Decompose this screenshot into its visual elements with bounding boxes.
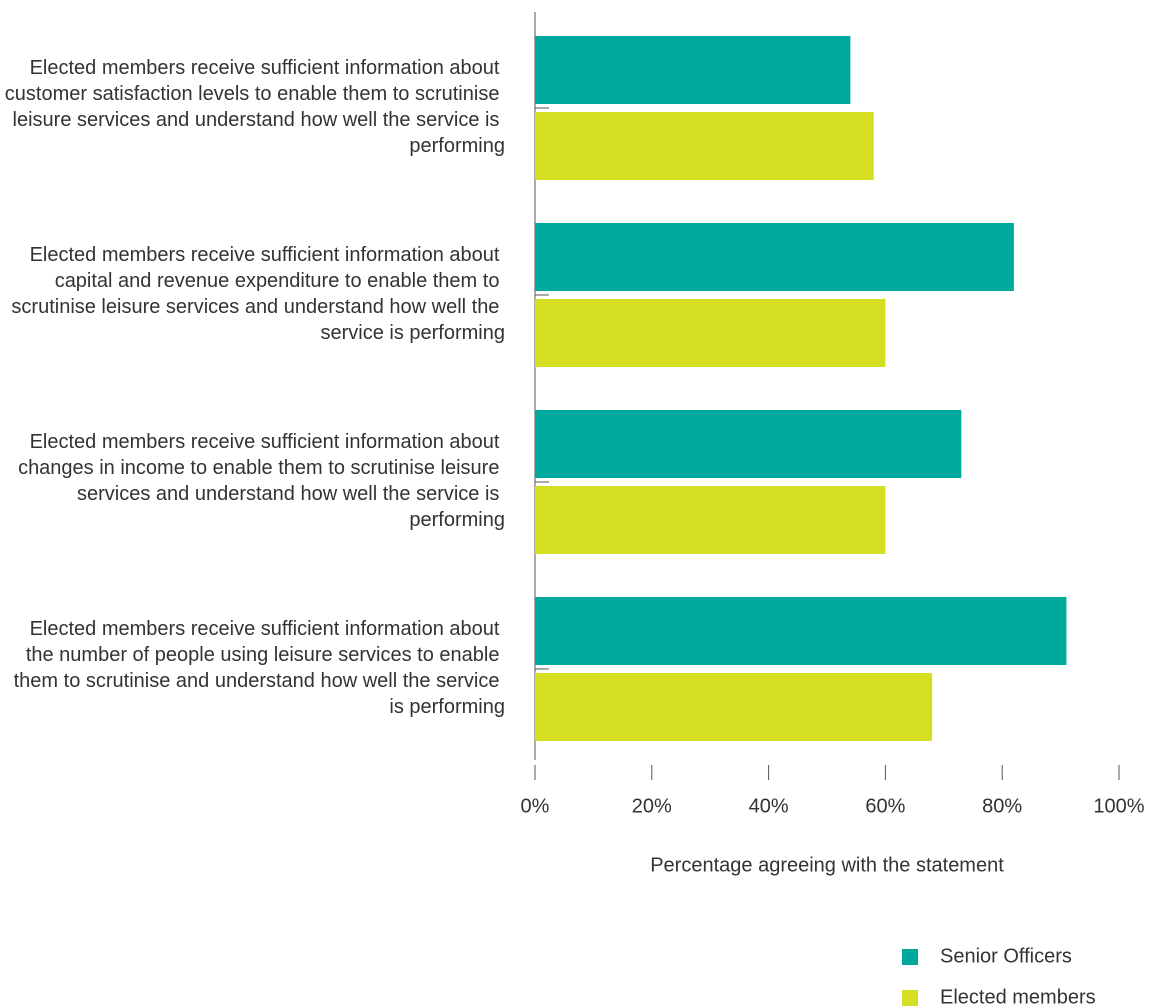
bar <box>535 410 962 478</box>
bar <box>535 673 933 741</box>
x-tick-label: 60% <box>865 795 905 817</box>
bar <box>535 299 886 367</box>
y-tick-label: Elected members receive sufficient infor… <box>5 57 505 157</box>
bar <box>535 486 886 554</box>
y-tick-label: Elected members receive sufficient infor… <box>18 431 505 531</box>
y-tick-label: Elected members receive sufficient infor… <box>14 618 505 718</box>
y-tick-label: Elected members receive sufficient infor… <box>11 244 505 344</box>
bar <box>535 223 1014 291</box>
legend-label: Elected members <box>940 986 1096 1008</box>
x-axis-label: Percentage agreeing with the statement <box>650 854 1004 876</box>
x-tick-label: 80% <box>982 795 1022 817</box>
bar <box>535 112 874 180</box>
bar <box>535 597 1067 665</box>
x-tick-label: 0% <box>521 795 550 817</box>
legend-swatch <box>902 990 918 1006</box>
bar <box>535 36 851 104</box>
legend-label: Senior Officers <box>940 945 1072 967</box>
x-tick-label: 100% <box>1093 795 1144 817</box>
legend-swatch <box>902 949 918 965</box>
x-tick-label: 20% <box>632 795 672 817</box>
x-tick-label: 40% <box>749 795 789 817</box>
